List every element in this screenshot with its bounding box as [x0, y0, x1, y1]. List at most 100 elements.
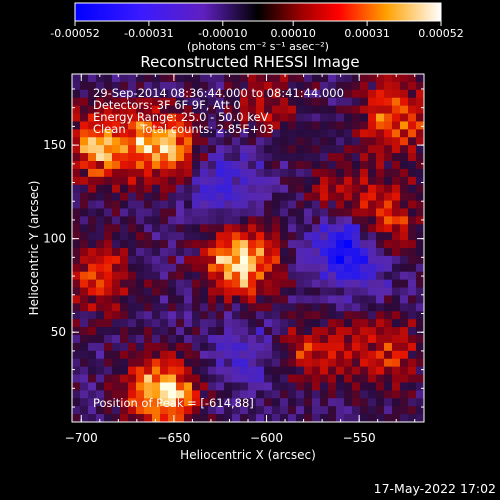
- heatmap-cell: [384, 382, 393, 391]
- heatmap-cell: [344, 279, 353, 288]
- heatmap-cell: [320, 248, 329, 257]
- heatmap-cell: [192, 382, 201, 391]
- heatmap-cell: [368, 335, 377, 344]
- heatmap-cell: [120, 129, 129, 138]
- heatmap-cell: [104, 89, 113, 99]
- heatmap-cell: [376, 176, 385, 186]
- heatmap-cell: [304, 406, 313, 415]
- heatmap-cell: [384, 342, 393, 352]
- heatmap-cell: [408, 89, 417, 99]
- heatmap-cell: [72, 113, 81, 122]
- heatmap-cell: [144, 390, 153, 399]
- heatmap-cell: [304, 137, 313, 146]
- heatmap-cell: [392, 161, 401, 170]
- heatmap-cell: [72, 184, 81, 193]
- heatmap-cell: [232, 161, 241, 170]
- heatmap-cell: [168, 390, 177, 399]
- heatmap-cell: [184, 406, 193, 415]
- heatmap-cell: [136, 240, 145, 249]
- heatmap-cell: [352, 382, 361, 391]
- heatmap-cell: [80, 287, 89, 296]
- heatmap-cell: [272, 74, 281, 83]
- heatmap-cell: [304, 97, 313, 106]
- heatmap-cell: [184, 303, 193, 312]
- heatmap-cell: [272, 342, 281, 352]
- heatmap-cell: [320, 350, 329, 360]
- heatmap-cell: [184, 319, 193, 328]
- heatmap-cell: [248, 279, 257, 288]
- heatmap-cell: [88, 224, 97, 233]
- heatmap-cell: [248, 303, 257, 312]
- heatmap-cell: [248, 97, 257, 106]
- heatmap-cell: [280, 390, 289, 399]
- heatmap-cell: [256, 161, 265, 170]
- heatmap-cell: [248, 232, 257, 241]
- heatmap-cell: [192, 335, 201, 344]
- heatmap-cell: [344, 335, 353, 344]
- heatmap-cell: [128, 208, 137, 217]
- heatmap-cell: [408, 255, 417, 265]
- heatmap-cell: [144, 105, 153, 114]
- heatmap-cell: [272, 240, 281, 249]
- heatmap-cell: [160, 271, 169, 280]
- heatmap-cell: [320, 81, 329, 91]
- heatmap-cell: [72, 248, 81, 257]
- heatmap-cell: [200, 137, 209, 146]
- heatmap-cell: [416, 263, 425, 273]
- heatmap-cell: [272, 192, 281, 201]
- heatmap-cell: [320, 121, 329, 130]
- heatmap-cell: [336, 335, 345, 344]
- heatmap-cell: [72, 358, 81, 367]
- heatmap-cell: [216, 137, 225, 146]
- heatmap-cell: [416, 192, 425, 201]
- heatmap-cell: [256, 327, 265, 336]
- heatmap-cell: [416, 216, 425, 225]
- heatmap-cell: [296, 382, 305, 391]
- heatmap-cell: [136, 89, 145, 99]
- heatmap-cell: [104, 81, 113, 91]
- heatmap-cell: [344, 390, 353, 399]
- heatmap-cell: [296, 327, 305, 336]
- heatmap-cell: [232, 145, 241, 154]
- heatmap-cell: [192, 168, 201, 178]
- heatmap-cell: [72, 121, 81, 130]
- heatmap-cell: [336, 240, 345, 249]
- heatmap-cell: [368, 184, 377, 193]
- heatmap-cell: [160, 161, 169, 170]
- heatmap-cell: [128, 279, 137, 288]
- heatmap-cell: [200, 216, 209, 225]
- heatmap-cell: [176, 263, 185, 273]
- heatmap-cell: [336, 287, 345, 296]
- heatmap-cell: [88, 366, 97, 375]
- annotation-peak-position: Position of Peak = [-614,88]: [93, 396, 254, 410]
- heatmap-cell: [384, 89, 393, 99]
- heatmap-cell: [256, 74, 265, 83]
- heatmap-cell: [168, 255, 177, 265]
- heatmap-cell: [200, 366, 209, 375]
- heatmap-cell: [224, 279, 233, 288]
- heatmap-cell: [384, 303, 393, 312]
- heatmap-cell: [296, 358, 305, 367]
- heatmap-cell: [256, 279, 265, 288]
- heatmap-cell: [344, 97, 353, 106]
- heatmap-cell: [72, 129, 81, 138]
- heatmap-cell: [336, 414, 345, 423]
- heatmap-cell: [336, 145, 345, 154]
- heatmap-cell: [400, 145, 409, 154]
- heatmap-cell: [168, 208, 177, 217]
- heatmap-cell: [312, 374, 321, 383]
- heatmap-cell: [312, 263, 321, 273]
- heatmap-cell: [320, 358, 329, 367]
- heatmap-cell: [400, 263, 409, 273]
- heatmap-cell: [264, 303, 273, 312]
- heatmap-cell: [392, 414, 401, 423]
- heatmap-cell: [336, 137, 345, 146]
- heatmap-cell: [384, 240, 393, 249]
- heatmap-cell: [312, 358, 321, 367]
- heatmap-cell: [128, 406, 137, 415]
- heatmap-cell: [264, 224, 273, 233]
- heatmap-cell: [168, 327, 177, 336]
- heatmap-cell: [192, 342, 201, 352]
- heatmap-cell: [232, 137, 241, 146]
- heatmap-cell: [248, 398, 257, 407]
